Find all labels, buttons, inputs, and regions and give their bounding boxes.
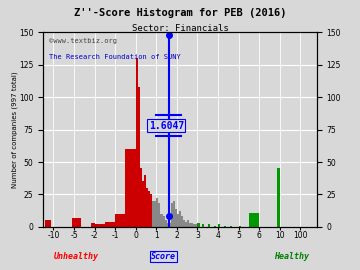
Bar [191, 223, 193, 227]
Bar [136, 58, 138, 227]
Bar [230, 225, 233, 227]
Text: The Research Foundation of SUNY: The Research Foundation of SUNY [49, 54, 180, 60]
Bar [214, 225, 216, 227]
Bar [173, 201, 175, 227]
Bar [277, 168, 280, 227]
Y-axis label: Number of companies (997 total): Number of companies (997 total) [11, 71, 18, 188]
Bar [185, 222, 187, 227]
Bar [45, 220, 51, 227]
Bar [144, 175, 146, 227]
Bar [146, 188, 148, 227]
Bar [208, 224, 210, 227]
Text: Sector: Financials: Sector: Financials [132, 24, 228, 33]
Bar [95, 224, 105, 227]
Bar [115, 214, 126, 227]
Bar [140, 168, 142, 227]
Text: Score: Score [151, 252, 176, 261]
Bar [138, 87, 140, 227]
Bar [189, 223, 191, 227]
Bar [177, 214, 179, 227]
Text: 1.6047: 1.6047 [149, 121, 184, 131]
Bar [183, 220, 185, 227]
Bar [187, 220, 189, 227]
Bar [165, 220, 167, 227]
Bar [152, 201, 154, 227]
Bar [158, 204, 161, 227]
Bar [167, 223, 169, 227]
Text: ©www.textbiz.org: ©www.textbiz.org [49, 38, 117, 44]
Bar [198, 223, 199, 227]
Bar [105, 222, 115, 227]
Bar [224, 225, 226, 227]
Bar [72, 218, 81, 227]
Bar [239, 225, 241, 227]
Bar [169, 223, 171, 227]
Bar [161, 214, 162, 227]
Bar [195, 224, 198, 227]
Bar [148, 191, 150, 227]
Bar [142, 181, 144, 227]
Bar [179, 211, 181, 227]
Bar [154, 201, 156, 227]
Text: Z''-Score Histogram for PEB (2016): Z''-Score Histogram for PEB (2016) [74, 8, 286, 18]
Bar [193, 224, 195, 227]
Bar [249, 212, 259, 227]
Bar [218, 224, 220, 227]
Bar [202, 224, 204, 227]
Text: Unhealthy: Unhealthy [54, 252, 99, 261]
Bar [162, 217, 165, 227]
Bar [181, 217, 183, 227]
Text: Healthy: Healthy [274, 252, 309, 261]
Bar [91, 223, 95, 227]
Bar [156, 198, 158, 227]
Bar [126, 149, 136, 227]
Bar [150, 194, 152, 227]
Bar [175, 209, 177, 227]
Bar [171, 204, 173, 227]
